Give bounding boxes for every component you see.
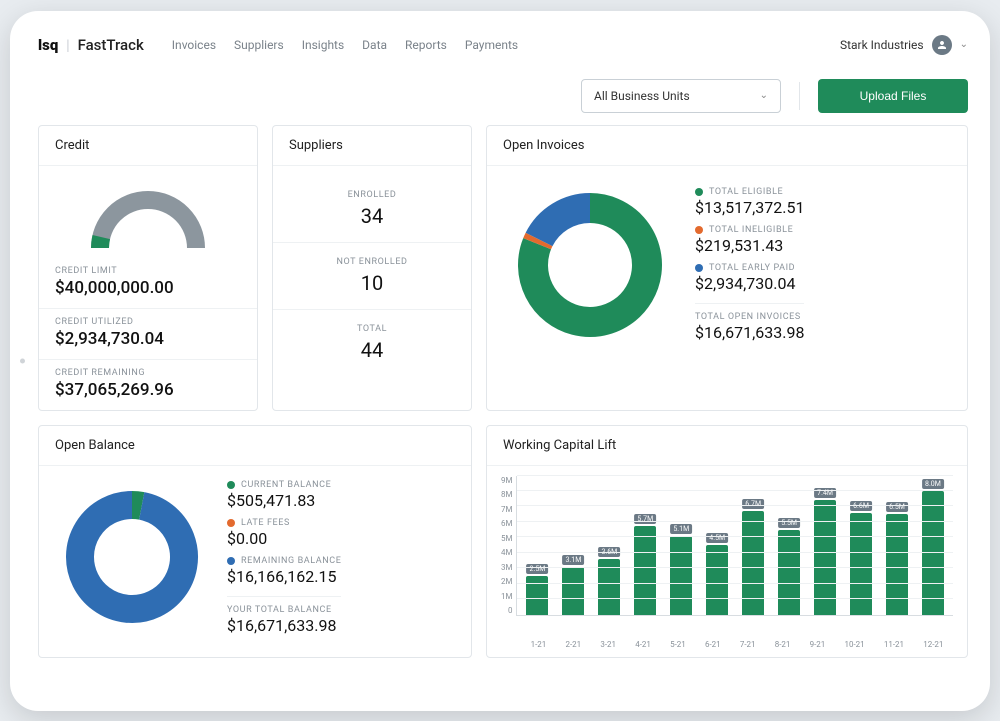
stat-early-paid: TOTAL EARLY PAID $2,934,730.04 <box>695 263 804 293</box>
dot-icon <box>695 226 703 234</box>
suppliers-notenrolled-value: 10 <box>283 271 461 295</box>
nav-insights[interactable]: Insights <box>302 38 344 52</box>
working-capital-title: Working Capital Lift <box>487 426 967 466</box>
credit-remaining-label: CREDIT REMAINING <box>55 368 241 378</box>
brand-product: FastTrack <box>78 36 144 54</box>
open-invoices-card: Open Invoices TOTAL ELIGIBLE $13,517,372… <box>486 125 968 411</box>
open-invoices-stats: TOTAL ELIGIBLE $13,517,372.51 TOTAL INEL… <box>695 187 804 342</box>
open-invoices-donut <box>505 180 675 350</box>
stat-eligible: TOTAL ELIGIBLE $13,517,372.51 <box>695 187 804 217</box>
credit-limit-label: CREDIT LIMIT <box>55 266 241 276</box>
credit-remaining-row: CREDIT REMAINING $37,065,269.96 <box>39 359 257 410</box>
suppliers-total-row: TOTAL 44 <box>273 309 471 376</box>
credit-limit-row: CREDIT LIMIT $40,000,000.00 <box>39 258 257 308</box>
suppliers-enrolled-row: ENROLLED 34 <box>273 176 471 242</box>
suppliers-enrolled-label: ENROLLED <box>283 190 461 200</box>
brand-separator: | <box>66 36 69 54</box>
suppliers-enrolled-value: 34 <box>283 204 461 228</box>
open-balance-card: Open Balance CURRENT BALANCE $505,471.83… <box>38 425 472 658</box>
suppliers-card: Suppliers ENROLLED 34 NOT ENROLLED 10 TO… <box>272 125 472 411</box>
action-bar: All Business Units ⌄ Upload Files <box>38 79 968 113</box>
upload-files-button[interactable]: Upload Files <box>818 79 968 113</box>
working-capital-chart: 9M8M7M6M5M4M3M2M1M0 2.5M3.1M3.6M5.7M5.1M… <box>487 466 967 657</box>
chevron-down-icon: ⌄ <box>760 90 768 101</box>
suppliers-total-value: 44 <box>283 338 461 362</box>
nav-reports[interactable]: Reports <box>405 38 447 52</box>
open-balance-donut <box>57 482 207 632</box>
account-name: Stark Industries <box>840 38 924 52</box>
dot-icon <box>695 264 703 272</box>
suppliers-title: Suppliers <box>273 126 471 166</box>
stat-late-fees: LATE FEES $0.00 <box>227 518 341 548</box>
suppliers-notenrolled-row: NOT ENROLLED 10 <box>273 242 471 309</box>
dashboard-grid: Credit CREDIT LIMIT $40,000,000.00 CREDI… <box>38 125 968 658</box>
dot-icon <box>227 481 235 489</box>
bar: 6.5M <box>886 514 908 614</box>
dot-icon <box>695 188 703 196</box>
open-balance-title: Open Balance <box>39 426 471 466</box>
divider <box>799 82 800 110</box>
stat-current-balance: CURRENT BALANCE $505,471.83 <box>227 480 341 510</box>
dot-icon <box>227 519 235 527</box>
tablet-frame: lsq | FastTrack Invoices Suppliers Insig… <box>10 11 990 711</box>
nav-invoices[interactable]: Invoices <box>172 38 216 52</box>
brand-logo: lsq <box>38 36 58 54</box>
brand: lsq | FastTrack <box>38 36 144 54</box>
bar: 5.1M <box>670 536 692 615</box>
credit-utilized-label: CREDIT UTILIZED <box>55 317 241 327</box>
open-balance-stats: CURRENT BALANCE $505,471.83 LATE FEES $0… <box>227 480 341 635</box>
nav-data[interactable]: Data <box>362 38 387 52</box>
chevron-down-icon: ⌄ <box>960 39 968 50</box>
select-label: All Business Units <box>594 89 690 103</box>
business-unit-select[interactable]: All Business Units ⌄ <box>581 79 781 113</box>
credit-card: Credit CREDIT LIMIT $40,000,000.00 CREDI… <box>38 125 258 411</box>
bar: 5.7M <box>634 526 656 614</box>
working-capital-card: Working Capital Lift 9M8M7M6M5M4M3M2M1M0… <box>486 425 968 658</box>
bar: 5.5M <box>778 530 800 615</box>
dot-icon <box>227 557 235 565</box>
credit-title: Credit <box>39 126 257 166</box>
bar: 4.5M <box>706 545 728 615</box>
credit-remaining-value: $37,065,269.96 <box>55 380 241 400</box>
stat-ineligible: TOTAL INELIGIBLE $219,531.43 <box>695 225 804 255</box>
nav-payments[interactable]: Payments <box>465 38 518 52</box>
credit-utilized-row: CREDIT UTILIZED $2,934,730.04 <box>39 308 257 359</box>
credit-utilized-value: $2,934,730.04 <box>55 329 241 349</box>
avatar-icon <box>932 35 952 55</box>
top-nav: lsq | FastTrack Invoices Suppliers Insig… <box>38 25 968 65</box>
nav-links: Invoices Suppliers Insights Data Reports… <box>172 38 518 52</box>
stat-remaining-balance: REMAINING BALANCE $16,166,162.15 <box>227 556 341 586</box>
credit-gauge <box>39 176 257 258</box>
suppliers-notenrolled-label: NOT ENROLLED <box>283 257 461 267</box>
bar: 3.1M <box>562 567 584 615</box>
account-menu[interactable]: Stark Industries ⌄ <box>840 35 968 55</box>
stat-total-balance: YOUR TOTAL BALANCE $16,671,633.98 <box>227 596 341 635</box>
stat-total-invoices: TOTAL OPEN INVOICES $16,671,633.98 <box>695 303 804 342</box>
bar: 6.6M <box>850 513 872 615</box>
suppliers-total-label: TOTAL <box>283 324 461 334</box>
open-invoices-title: Open Invoices <box>487 126 967 166</box>
nav-suppliers[interactable]: Suppliers <box>234 38 284 52</box>
credit-limit-value: $40,000,000.00 <box>55 278 241 298</box>
